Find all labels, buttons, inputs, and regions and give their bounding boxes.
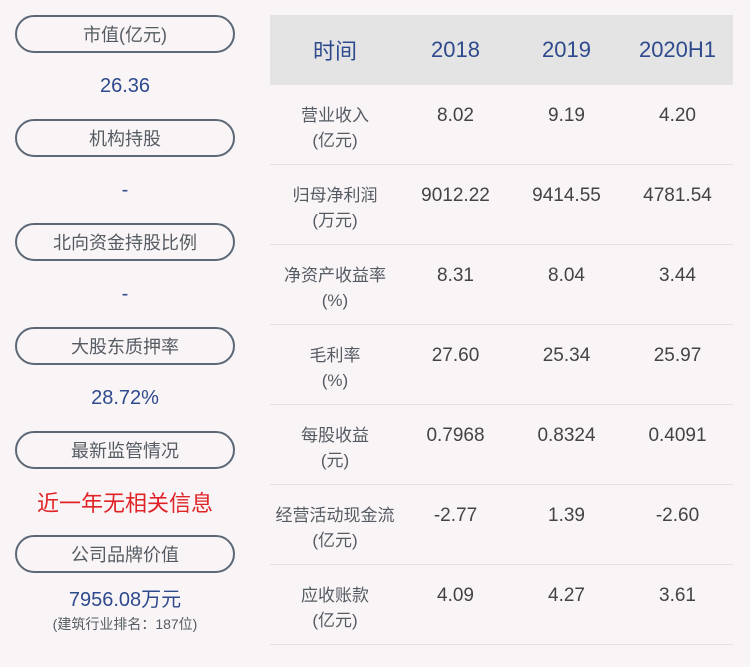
label-regulatory-status: 最新监管情况 xyxy=(15,431,235,469)
financial-table: 时间 2018 2019 2020H1 营业收入 (亿元) 8.02 9.19 4… xyxy=(270,15,733,645)
cell: 8.02 xyxy=(437,105,474,126)
row-label: 经营活动现金流 (亿元) xyxy=(270,503,400,553)
cell: 4.20 xyxy=(659,105,696,126)
cell: -2.60 xyxy=(655,505,700,526)
cell: 8.31 xyxy=(437,265,474,286)
row-unit: (亿元) xyxy=(312,611,358,630)
cell: 25.34 xyxy=(542,345,591,366)
cell: 9.19 xyxy=(548,105,585,126)
label-brand-value: 公司品牌价值 xyxy=(15,535,235,573)
cell: 0.7968 xyxy=(426,425,485,446)
row-name: 营业收入 xyxy=(301,106,369,125)
value-market-cap: 26.36 xyxy=(99,74,151,97)
row-unit: (万元) xyxy=(312,211,358,230)
header-time: 时间 xyxy=(312,39,357,64)
cell: 27.60 xyxy=(431,345,480,366)
cell: 3.61 xyxy=(659,585,696,606)
brand-value-amount: 7956.08万元 xyxy=(68,588,182,611)
label-northbound-ratio: 北向资金持股比例 xyxy=(15,223,235,261)
row-name: 净资产收益率 xyxy=(284,266,386,285)
row-unit: (%) xyxy=(321,291,349,310)
cell: 9414.55 xyxy=(532,185,601,206)
label-institutional-holdings: 机构持股 xyxy=(15,119,235,157)
row-unit: (%) xyxy=(321,371,349,390)
cell: 25.97 xyxy=(653,345,702,366)
row-label: 毛利率 (%) xyxy=(270,343,400,393)
row-name: 归母净利润 xyxy=(292,186,378,205)
header-2019: 2019 xyxy=(542,37,591,62)
value-regulatory-status: 近一年无相关信息 xyxy=(36,491,213,516)
row-label: 归母净利润 (万元) xyxy=(270,183,400,233)
cell: 4781.54 xyxy=(643,185,712,206)
row-label: 应收账款 (亿元) xyxy=(270,583,400,633)
cell: 8.04 xyxy=(548,265,585,286)
row-unit: (亿元) xyxy=(312,131,358,150)
table-row: 经营活动现金流 (亿元) -2.77 1.39 -2.60 xyxy=(270,485,733,565)
value-brand-value: 7956.08万元 (建筑行业排名：187位) xyxy=(15,573,235,643)
cell: 0.8324 xyxy=(537,425,596,446)
cell: 3.44 xyxy=(659,265,696,286)
row-name: 每股收益 xyxy=(301,426,369,445)
table-row: 营业收入 (亿元) 8.02 9.19 4.20 xyxy=(270,85,733,165)
cell: 0.4091 xyxy=(648,425,707,446)
row-name: 毛利率 xyxy=(309,346,361,365)
row-unit: (亿元) xyxy=(312,531,358,550)
table-row: 毛利率 (%) 27.60 25.34 25.97 xyxy=(270,325,733,405)
cell: 9012.22 xyxy=(421,185,490,206)
row-name: 经营活动现金流 xyxy=(275,506,395,525)
row-name: 应收账款 xyxy=(301,586,369,605)
header-2020h1: 2020H1 xyxy=(638,37,717,62)
cell: 4.09 xyxy=(437,585,474,606)
row-label: 净资产收益率 (%) xyxy=(270,263,400,313)
brand-value-rank: (建筑行业排名：187位) xyxy=(52,615,198,632)
value-pledge-rate: 28.72% xyxy=(91,386,159,409)
row-unit: (元) xyxy=(320,451,350,470)
left-panel: 市值(亿元) 26.36 机构持股 - 北向资金持股比例 - 大股东质押率 28… xyxy=(15,15,235,643)
value-northbound-ratio: - xyxy=(121,282,129,305)
table-row: 每股收益 (元) 0.7968 0.8324 0.4091 xyxy=(270,405,733,485)
header-2018: 2018 xyxy=(431,37,480,62)
row-label: 每股收益 (元) xyxy=(270,423,400,473)
value-institutional-holdings: - xyxy=(121,178,129,201)
cell: 1.39 xyxy=(548,505,585,526)
row-label: 营业收入 (亿元) xyxy=(270,103,400,153)
table-row: 应收账款 (亿元) 4.09 4.27 3.61 xyxy=(270,565,733,645)
table-row: 净资产收益率 (%) 8.31 8.04 3.44 xyxy=(270,245,733,325)
label-pledge-rate: 大股东质押率 xyxy=(15,327,235,365)
table-header: 时间 2018 2019 2020H1 xyxy=(270,15,733,85)
table-row: 归母净利润 (万元) 9012.22 9414.55 4781.54 xyxy=(270,165,733,245)
cell: -2.77 xyxy=(433,505,478,526)
cell: 4.27 xyxy=(548,585,585,606)
label-market-cap: 市值(亿元) xyxy=(15,15,235,53)
